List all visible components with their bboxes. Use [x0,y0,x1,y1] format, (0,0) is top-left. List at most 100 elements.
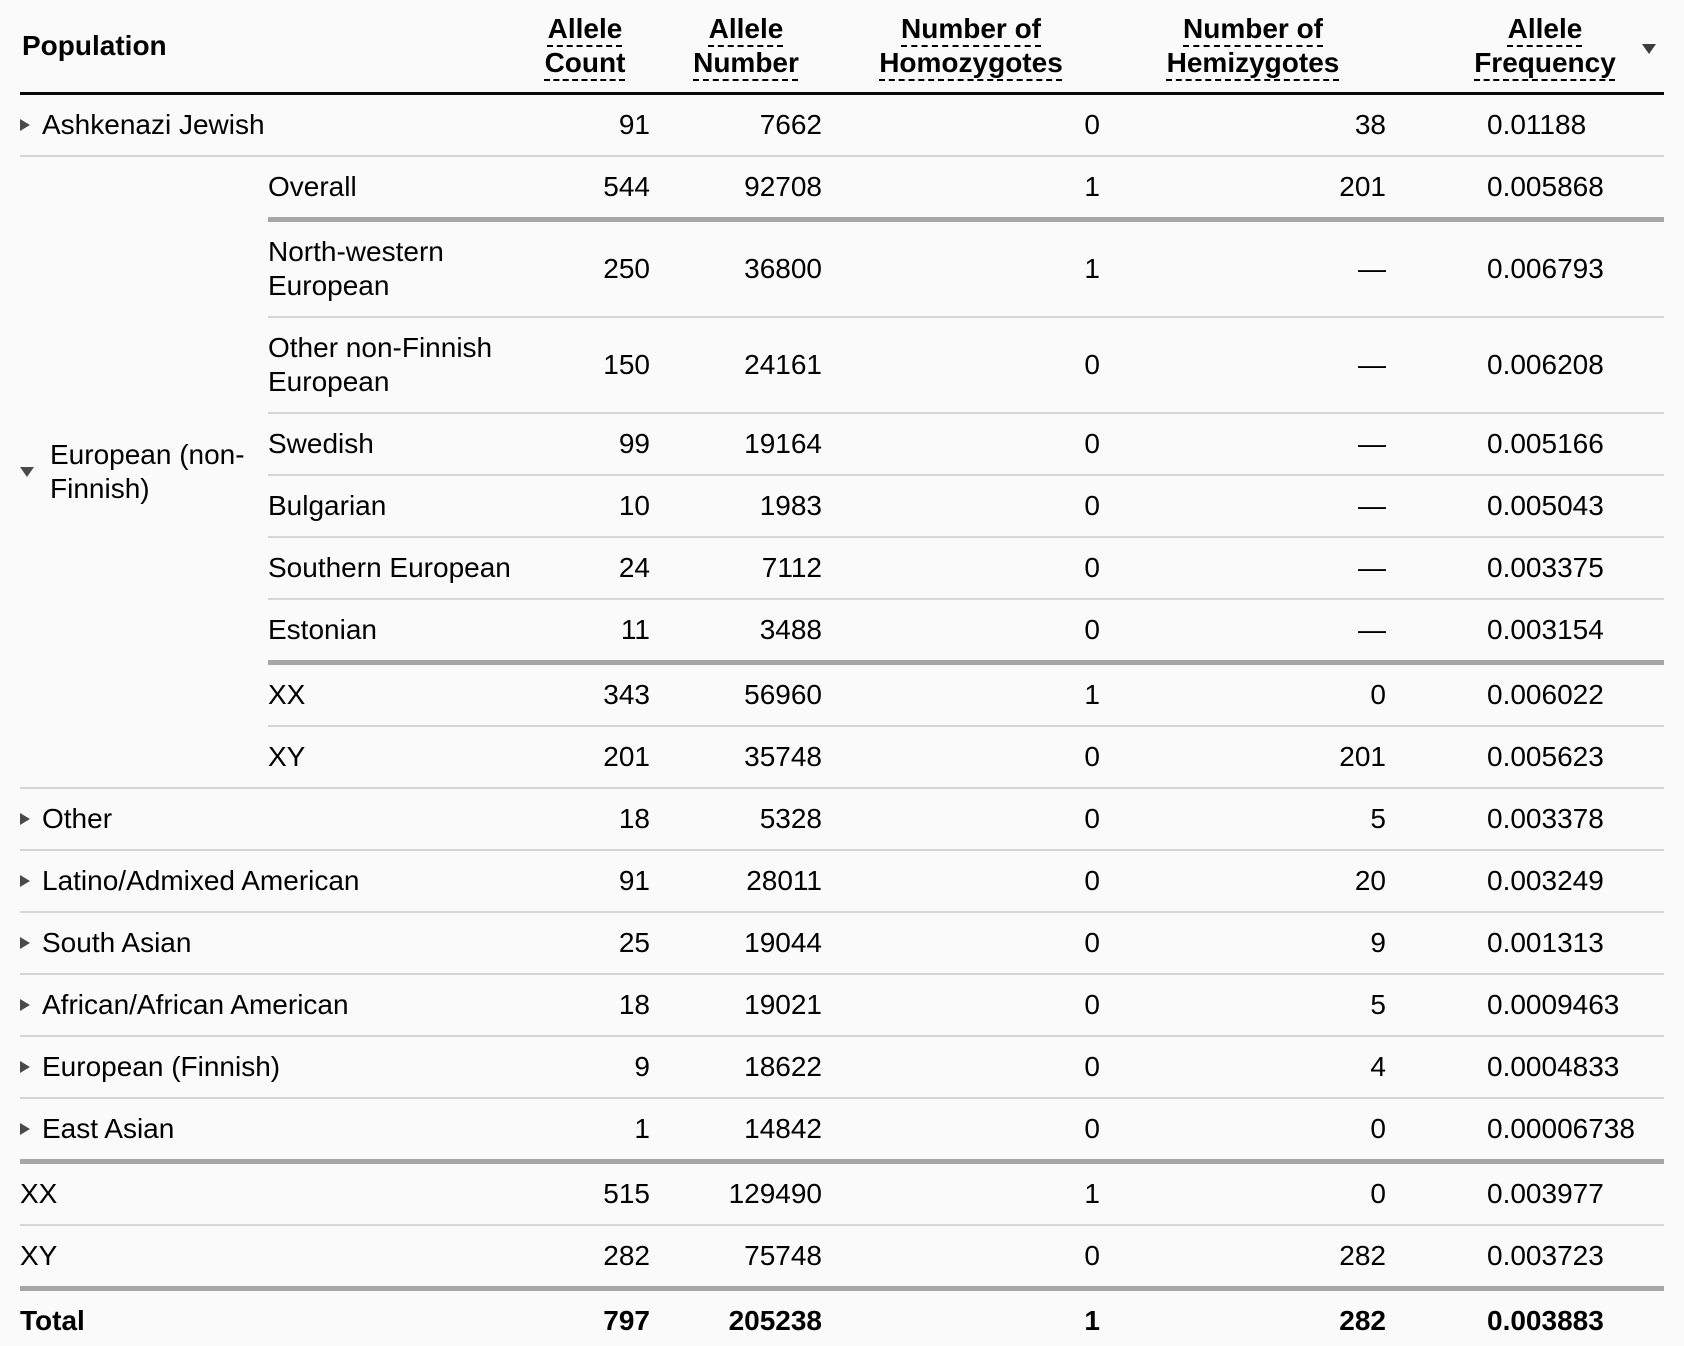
hemizygotes-cell: 282 [1120,1286,1406,1346]
homozygotes-cell: 0 [842,474,1120,537]
allele-count-cell: 99 [520,412,670,475]
allele-frequency-cell: 0.006208 [1406,316,1664,413]
homozygotes-column-label[interactable]: Number of Homozygotes [879,13,1063,78]
population-cell[interactable]: Other [20,787,520,850]
allele-frequency-column-label[interactable]: Allele Frequency [1474,13,1616,78]
sort-descending-icon[interactable] [1642,44,1656,54]
allele-count-cell: 201 [520,725,670,788]
population-cell[interactable]: Latino/Admixed American [20,849,520,912]
population-group-cell[interactable]: European (non-Finnish) [20,155,268,788]
population-label: Other [42,803,113,834]
population-label: European (non-Finnish) [50,439,245,504]
population-cell[interactable]: African/African American [20,973,520,1036]
population-cell[interactable]: East Asian [20,1097,520,1162]
homozygotes-cell: 0 [842,725,1120,788]
hemizygotes-cell: — [1120,474,1406,537]
expand-icon[interactable] [20,813,30,825]
hemizygotes-column-header[interactable]: Number of Hemizygotes [1120,0,1406,95]
allele-count-column-label[interactable]: Allele Count [544,13,626,78]
homozygotes-cell: 1 [842,155,1120,220]
allele-number-cell: 1983 [670,474,842,537]
allele-number-column-header[interactable]: Allele Number [670,0,842,95]
hemizygotes-cell: 5 [1120,973,1406,1036]
homozygotes-cell: 0 [842,787,1120,850]
hemizygotes-cell: — [1120,412,1406,475]
hemizygotes-cell: 0 [1120,1159,1406,1225]
homozygotes-cell: 1 [842,660,1120,726]
frequency-table: Population Allele Count Allele Number Nu… [20,0,1664,1346]
allele-count-cell: 515 [520,1159,670,1225]
table-row: African/African American 18 19021 0 5 0.… [20,973,1664,1036]
allele-frequency-cell: 0.0009463 [1406,973,1664,1036]
allele-frequency-column-header[interactable]: Allele Frequency [1406,0,1664,95]
allele-number-cell: 7112 [670,536,842,599]
table-row: Latino/Admixed American 91 28011 0 20 0.… [20,849,1664,912]
hemizygotes-column-label[interactable]: Number of Hemizygotes [1166,13,1340,78]
population-cell[interactable]: South Asian [20,911,520,974]
subpopulation-label: Overall [268,155,520,220]
hemizygotes-cell: — [1120,217,1406,317]
allele-count-cell: 1 [520,1097,670,1162]
expand-icon[interactable] [20,937,30,949]
allele-number-cell: 92708 [670,155,842,220]
allele-number-cell: 129490 [670,1159,842,1225]
allele-count-cell: 250 [520,217,670,317]
population-label: European (Finnish) [42,1051,281,1082]
homozygotes-cell: 0 [842,849,1120,912]
allele-number-cell: 24161 [670,316,842,413]
allele-number-column-label[interactable]: Allele Number [693,13,799,78]
hemizygotes-cell: 0 [1120,660,1406,726]
expand-icon[interactable] [20,875,30,887]
table-row: Other non-Finnish European 150 24161 0 —… [20,316,1664,413]
homozygotes-cell: 1 [842,217,1120,317]
allele-frequency-cell: 0.003378 [1406,787,1664,850]
allele-number-cell: 75748 [670,1224,842,1289]
population-label: East Asian [42,1113,175,1144]
hemizygotes-cell: — [1120,598,1406,663]
allele-number-cell: 19021 [670,973,842,1036]
expand-icon[interactable] [20,999,30,1011]
allele-frequency-cell: 0.00006738 [1406,1097,1664,1162]
expand-icon[interactable] [20,1061,30,1073]
homozygotes-cell: 0 [1084,109,1100,140]
allele-count-cell: 18 [520,787,670,850]
hemizygotes-cell: 201 [1120,725,1406,788]
table-row: European (Finnish) 9 18622 0 4 0.0004833 [20,1035,1664,1098]
homozygotes-cell: 0 [842,412,1120,475]
expand-icon[interactable] [20,119,30,131]
hemizygotes-cell: 282 [1120,1224,1406,1289]
allele-count-cell: 25 [520,911,670,974]
allele-count-cell: 797 [520,1286,670,1346]
subpopulation-label: XX [268,660,520,726]
population-cell[interactable]: European (Finnish) [20,1035,520,1098]
collapse-icon[interactable] [20,467,34,477]
hemizygotes-cell: 4 [1120,1035,1406,1098]
population-cell: XX [20,1159,520,1225]
allele-frequency-cell: 0.003883 [1406,1286,1664,1346]
hemizygotes-cell: 20 [1120,849,1406,912]
allele-number-cell: 19164 [670,412,842,475]
expand-icon[interactable] [20,1123,30,1135]
allele-count-cell: 282 [520,1224,670,1289]
allele-frequency-cell: 0.0004833 [1406,1035,1664,1098]
homozygotes-cell: 0 [842,536,1120,599]
subpopulation-label: Southern European [268,536,520,599]
homozygotes-cell: 0 [842,1035,1120,1098]
allele-frequency-cell: 0.003375 [1406,536,1664,599]
homozygotes-cell: 0 [842,598,1120,663]
table-row: North-western European 250 36800 1 — 0.0… [20,217,1664,317]
allele-number-cell: 36800 [670,217,842,317]
allele-number-cell: 35748 [670,725,842,788]
table-row: East Asian 1 14842 0 0 0.00006738 [20,1097,1664,1162]
allele-frequency-cell: 0.001313 [1406,911,1664,974]
table-row: Estonian 11 3488 0 — 0.003154 [20,598,1664,663]
allele-frequency-cell: 0.01188 [1487,109,1587,140]
population-column-header: Population [20,0,520,95]
allele-number-cell: 3488 [670,598,842,663]
population-cell[interactable]: Ashkenazi Jewish [20,94,520,157]
homozygotes-column-header[interactable]: Number of Homozygotes [842,0,1120,95]
allele-frequency-cell: 0.006022 [1406,660,1664,726]
homozygotes-cell: 0 [842,316,1120,413]
allele-count-column-header[interactable]: Allele Count [520,0,670,95]
homozygotes-cell: 0 [842,1224,1120,1289]
